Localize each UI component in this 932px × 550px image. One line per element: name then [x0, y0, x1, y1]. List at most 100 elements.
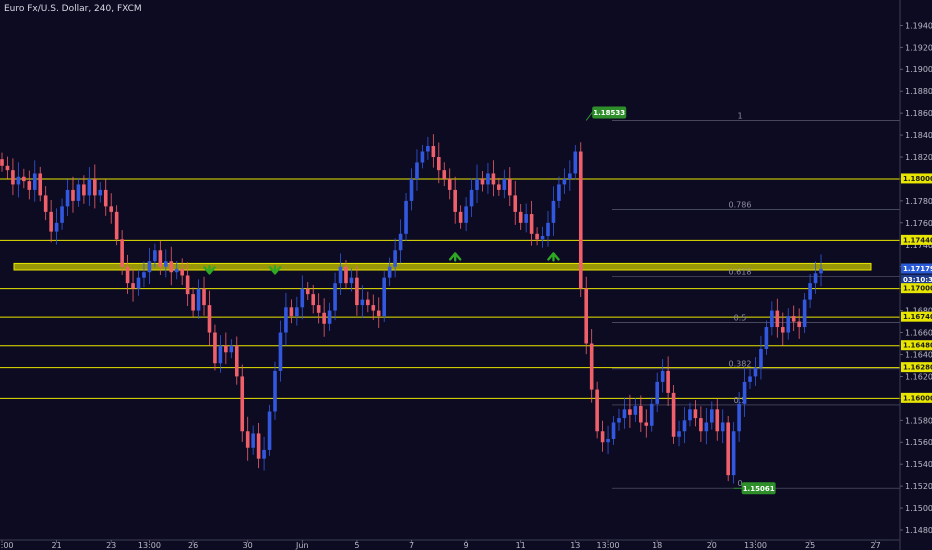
price-axis-tag	[901, 311, 932, 322]
candle-body	[535, 233, 539, 240]
candle-body	[404, 200, 408, 234]
arrow-down-icon	[268, 265, 282, 275]
candle-body	[136, 277, 141, 289]
candle-body	[513, 195, 518, 212]
candle-body	[251, 433, 255, 448]
candle-body	[218, 345, 223, 364]
price-callout-label: 1.15061	[743, 485, 775, 493]
candle-body	[273, 370, 277, 412]
candle-body	[262, 449, 266, 459]
candle-body	[420, 151, 425, 163]
candle-body	[65, 189, 70, 207]
candle-body	[639, 406, 643, 423]
candle-body	[316, 305, 321, 313]
price-tick-label: 1.17400	[905, 241, 932, 250]
price-tick-label: 1.16400	[905, 350, 932, 359]
candle-body	[562, 178, 567, 185]
time-tick-label: 18	[652, 541, 662, 550]
symbol-title: Euro Fx/U.S. Dollar, 240, FXCM	[4, 4, 142, 14]
time-tick-label: 5	[354, 541, 359, 550]
candle-body	[426, 146, 430, 152]
candle-body	[256, 433, 261, 459]
price-axis-tag	[901, 340, 932, 351]
candle-body	[360, 299, 365, 306]
candle-body	[715, 409, 720, 432]
candle-body	[38, 173, 43, 196]
candle-body	[344, 266, 348, 284]
candle-body	[813, 273, 818, 284]
candle-body	[431, 146, 436, 158]
fib-level-label: 0.382	[729, 360, 752, 369]
candle-body	[720, 422, 725, 432]
candle-body	[453, 189, 457, 212]
candle-body	[475, 178, 479, 190]
price-tick-label: 1.18200	[905, 153, 932, 162]
candle-body	[502, 178, 507, 190]
support-zone	[13, 262, 872, 271]
candle-body	[617, 418, 621, 423]
candle-body	[229, 345, 234, 353]
fib-level-label: 0	[737, 479, 742, 488]
price-tick-label: 1.15800	[905, 416, 932, 425]
candle-body	[748, 376, 752, 382]
candle-body	[322, 312, 326, 324]
candle-body	[82, 184, 86, 196]
candle-body	[770, 310, 774, 328]
candle-body	[164, 261, 168, 267]
candle-body	[595, 389, 599, 432]
candle-body	[305, 288, 310, 295]
price-callout	[741, 482, 776, 495]
candle-body	[584, 288, 589, 344]
candle-body	[153, 250, 157, 262]
candle-body	[437, 157, 441, 171]
fib-level-label: 0.618	[729, 268, 752, 277]
price-axis-tag	[901, 173, 932, 184]
candle-body	[234, 345, 239, 377]
price-axis-tag	[901, 362, 932, 373]
candle-body	[759, 348, 763, 368]
price-axis-tag-label: 1.16000	[903, 394, 932, 402]
candle-body	[775, 310, 780, 328]
fibonacci-retracement: 1 0.786 0.618 0.5 0.382 0.5 0	[612, 111, 900, 489]
fib-level-label: 0.786	[729, 201, 752, 210]
candle-body	[442, 170, 447, 179]
arrow-down-icon	[203, 265, 216, 275]
candle-body	[131, 283, 135, 289]
candlestick-series	[0, 134, 823, 484]
candle-body	[737, 403, 741, 432]
time-axis[interactable]: 13:00 21 23 13:00 26 30 Jun 5 7 9 11 13 13:00 18 20 13:…	[0, 540, 881, 550]
candle-body	[693, 409, 698, 419]
candle-body	[142, 272, 146, 278]
time-tick-label: 26	[188, 541, 198, 550]
price-axis-tag-label: 1.17179	[903, 265, 932, 273]
price-tick-label: 1.19200	[905, 43, 932, 52]
candle-body	[726, 422, 730, 476]
candle-body	[376, 310, 381, 317]
price-tick-label: 1.15200	[905, 482, 932, 491]
candle-body	[791, 316, 796, 322]
candle-body	[5, 165, 10, 171]
candle-body	[114, 211, 119, 240]
candle-body	[802, 299, 807, 328]
candle-body	[699, 418, 703, 432]
candle-body	[109, 206, 113, 212]
candle-body	[338, 266, 343, 284]
price-axis-tag-label: 1.17000	[903, 285, 932, 293]
time-tick-label: 13:00	[744, 541, 767, 550]
candle-body	[464, 206, 468, 223]
price-tick-label: 1.18600	[905, 109, 932, 118]
candle-body	[600, 431, 605, 443]
candle-body	[185, 275, 190, 295]
time-tick-label: 13	[570, 541, 580, 550]
candle-body	[300, 288, 305, 308]
price-axis-tag	[901, 283, 932, 294]
price-axis-tag-label: 1.16480	[903, 342, 932, 350]
price-tick-label: 1.15600	[905, 438, 932, 447]
annotations: 1.18533 1.15061	[203, 106, 776, 495]
candle-body	[224, 345, 228, 353]
candle-body	[710, 409, 714, 423]
price-axis-tag-label: 1.16740	[903, 313, 932, 321]
candle-body	[27, 181, 32, 190]
candle-body	[267, 411, 272, 450]
